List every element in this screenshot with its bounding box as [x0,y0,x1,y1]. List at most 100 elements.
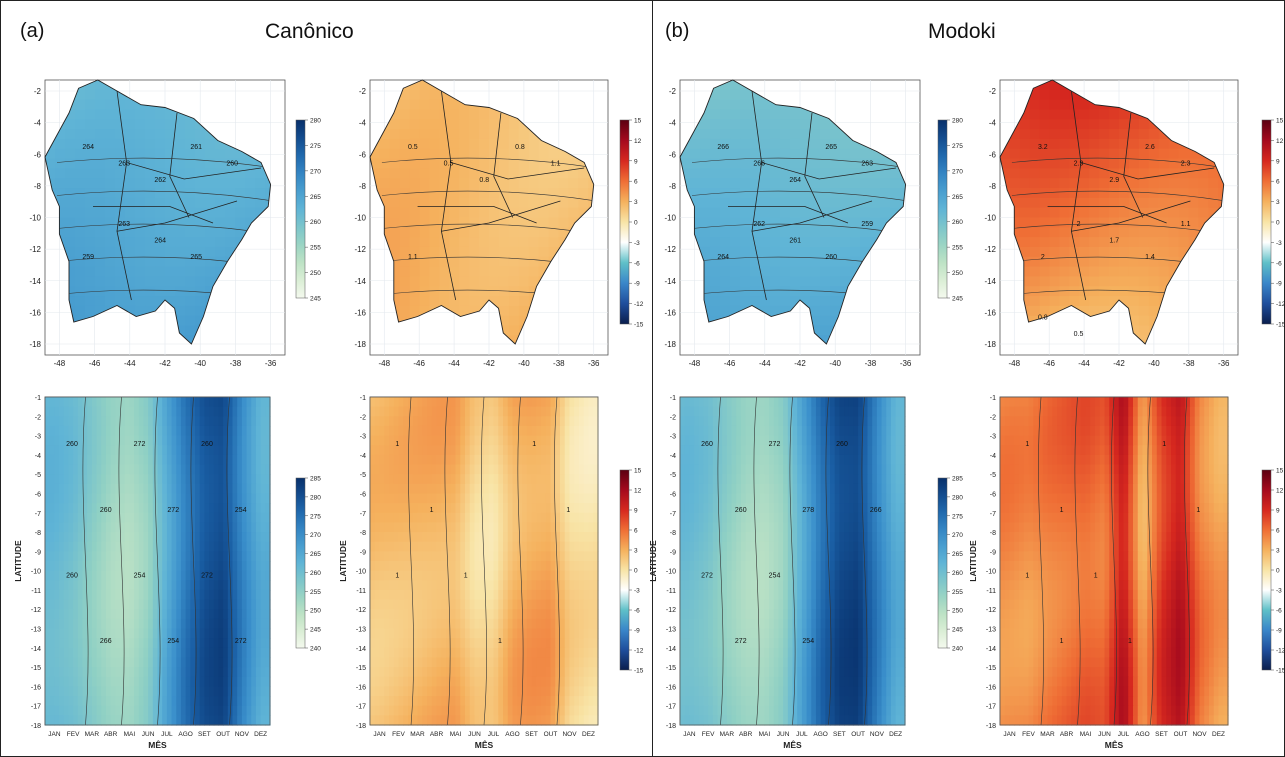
heat-cell [171,445,177,456]
heat-cell [237,657,243,668]
heat-cell [227,483,234,495]
heat-cell [246,696,252,707]
heat-cell [522,589,528,601]
heat-cell [374,512,381,524]
heat-cell [403,503,409,514]
heat-cell [389,454,395,466]
heat-cell [379,503,385,514]
heat-cell [465,570,471,581]
heat-cell [522,638,528,649]
heat-cell [528,158,540,169]
heat-cell [393,599,400,610]
heat-cell [190,445,196,456]
heat-cell [439,129,450,140]
heat-cell [265,609,271,620]
heat-cell [232,397,238,408]
heat-cell [389,580,395,591]
heat-cell [166,686,173,697]
heat-cell [87,512,93,524]
heat-cell [479,705,485,716]
heat-cell [166,638,173,649]
heat-cell [450,647,457,659]
heat-cell [265,647,271,659]
heat-cell [87,599,93,610]
heat-cell [446,541,452,552]
heat-cell [439,99,450,111]
heat-cell [469,657,476,668]
heat-cell [427,474,433,485]
heat-cell [68,589,74,601]
heat-cell [545,657,552,668]
heat-cell [91,425,98,437]
heat-cell [68,570,74,581]
heat-cell [227,532,234,543]
contour-label: 260 [201,441,213,448]
heat-cell [545,551,552,562]
heat-cell [522,609,528,620]
heat-cell [412,541,419,552]
heat-cell [68,647,74,659]
heat-cell [455,667,461,678]
heat-cell [185,647,191,659]
heat-cell [550,512,556,524]
heat-cell [190,483,196,495]
heat-cell [370,493,376,504]
heat-cell [526,406,533,417]
heat-cell [96,599,102,610]
contour-label: 1 [532,441,536,448]
heat-cell [409,237,421,248]
heat-cell [215,158,226,169]
heat-cell [503,589,509,601]
heat-cell [73,406,79,417]
heat-cell [548,227,560,238]
heat-cell [370,628,376,639]
heat-cell [134,541,140,552]
heat-cell [115,483,121,495]
heat-cell [526,551,533,562]
heat-cell [427,715,433,726]
heat-cell [251,676,257,688]
heat-cell [129,406,135,417]
heat-cell [498,325,510,336]
heat-cell [389,266,401,278]
heat-cell [204,493,210,504]
contour-label: 254 [235,507,247,514]
heat-cell [569,667,575,678]
heat-cell [417,676,423,688]
heat-cell [115,609,121,620]
heat-cell [77,647,84,659]
heat-cell [185,217,196,228]
heat-cell [558,148,569,160]
heat-cell [180,397,187,408]
heat-cell [374,628,381,639]
heat-cell [408,435,414,446]
heat-cell [412,522,419,533]
x-tick-label: -40 [194,359,206,368]
heat-cell [522,445,528,456]
heat-cell [124,435,130,446]
heat-cell [138,503,145,514]
heat-cell [227,425,234,437]
heat-cell [393,512,400,524]
heat-cell [427,493,433,504]
heat-cell [145,217,156,228]
heat-cell [241,416,248,427]
heat-cell [115,148,126,160]
heat-cell [450,638,457,649]
heat-cell [87,580,93,591]
heat-cell [436,435,442,446]
heat-cell [251,667,257,678]
heat-cell [82,522,88,533]
heat-cell [446,503,452,514]
heat-cell [218,638,224,649]
heat-cell [54,522,60,533]
heat-cell [503,397,509,408]
heat-cell [209,503,215,514]
heat-cell [45,168,56,179]
heat-cell [87,647,93,659]
heat-cell [560,541,566,552]
heat-cell [143,657,149,668]
heat-cell [157,532,163,543]
heat-cell [205,148,216,160]
heat-cell [393,676,400,688]
